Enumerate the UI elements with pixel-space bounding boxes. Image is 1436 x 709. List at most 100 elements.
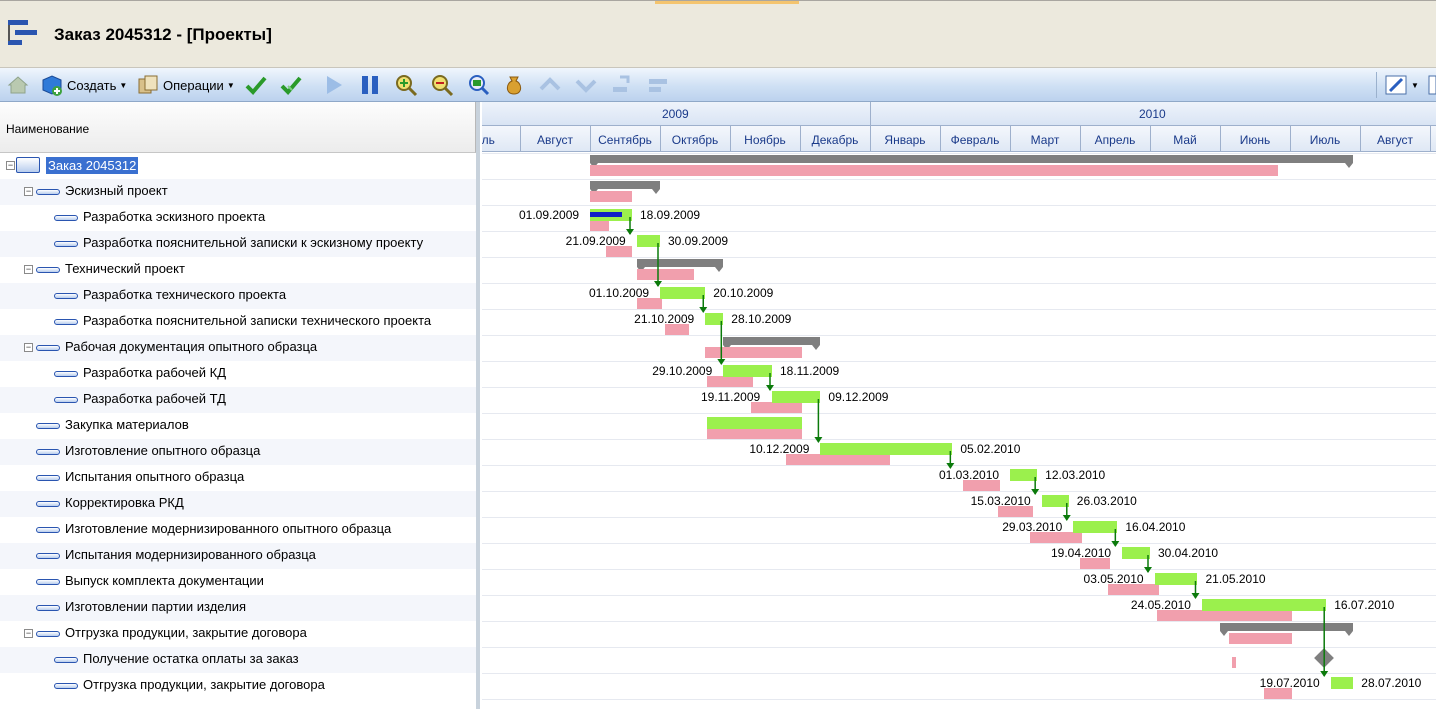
baseline-bar[interactable] bbox=[751, 402, 803, 413]
task-bar[interactable] bbox=[1041, 495, 1069, 507]
settings-button[interactable]: ▼ bbox=[1384, 73, 1419, 97]
year-label: 2010 bbox=[1139, 107, 1166, 121]
gantt-row-divider bbox=[482, 205, 1436, 206]
move-up-button[interactable] bbox=[538, 73, 562, 97]
task-icon bbox=[54, 215, 78, 221]
baseline-bar[interactable] bbox=[705, 347, 803, 358]
task-icon bbox=[36, 501, 60, 507]
tree-row[interactable]: Разработка рабочей КД bbox=[0, 361, 476, 387]
progress-bar[interactable] bbox=[590, 212, 622, 217]
finance-button[interactable] bbox=[502, 73, 526, 97]
collapse-toggle-icon[interactable]: − bbox=[24, 186, 33, 196]
baseline-bar[interactable] bbox=[590, 165, 1279, 176]
task-bar[interactable] bbox=[820, 443, 953, 455]
create-button[interactable]: Создать ▼ bbox=[40, 73, 127, 97]
baseline-bar[interactable] bbox=[1156, 610, 1293, 621]
baseline-bar[interactable] bbox=[590, 191, 632, 202]
summary-bar[interactable] bbox=[1220, 623, 1354, 636]
baseline-bar[interactable] bbox=[1231, 657, 1237, 668]
tree-row[interactable]: Корректировка РКД bbox=[0, 491, 476, 517]
baseline-bar[interactable] bbox=[664, 324, 690, 335]
operations-button[interactable]: Операции ▼ bbox=[136, 73, 235, 97]
dependency-arrowhead bbox=[1144, 567, 1152, 573]
approve-button[interactable] bbox=[244, 73, 268, 97]
baseline-bar[interactable] bbox=[997, 506, 1033, 517]
task-bar[interactable] bbox=[660, 287, 706, 299]
columns-button[interactable] bbox=[1428, 73, 1436, 97]
tree-row[interactable]: Изготовление опытного образца bbox=[0, 439, 476, 465]
move-down-button[interactable] bbox=[574, 73, 598, 97]
baseline-bar[interactable] bbox=[707, 376, 754, 387]
outdent-button[interactable] bbox=[646, 73, 670, 97]
tree-row[interactable]: Изготовление модернизированного опытного… bbox=[0, 517, 476, 543]
collapse-toggle-icon[interactable]: − bbox=[24, 628, 33, 638]
tree-row[interactable]: Разработка эскизного проекта bbox=[0, 205, 476, 231]
task-bar[interactable] bbox=[705, 313, 724, 325]
zoom-fit-button[interactable] bbox=[466, 73, 490, 97]
baseline-bar[interactable] bbox=[1229, 633, 1293, 644]
task-icon bbox=[54, 683, 78, 689]
task-bar[interactable] bbox=[1201, 599, 1327, 611]
baseline-bar[interactable] bbox=[606, 246, 632, 257]
home-button[interactable] bbox=[6, 73, 30, 97]
baseline-bar[interactable] bbox=[1030, 532, 1083, 543]
baseline-bar[interactable] bbox=[786, 454, 891, 465]
task-bar[interactable] bbox=[1154, 573, 1198, 585]
tree-row[interactable]: Выпуск комплекта документации bbox=[0, 569, 476, 595]
approve-all-button[interactable] bbox=[280, 73, 304, 97]
tree-row[interactable]: Испытания опытного образца bbox=[0, 465, 476, 491]
tree-row[interactable]: − Эскизный проект bbox=[0, 179, 476, 205]
task-bar[interactable] bbox=[707, 417, 803, 429]
baseline-bar[interactable] bbox=[636, 298, 663, 309]
indent-button[interactable] bbox=[610, 73, 634, 97]
tree-row[interactable]: Разработка пояснительной записки к эскиз… bbox=[0, 231, 476, 257]
dependency-arrowhead bbox=[1111, 541, 1120, 547]
task-bar[interactable] bbox=[636, 235, 660, 247]
task-icon bbox=[36, 267, 60, 273]
baseline-bar[interactable] bbox=[707, 428, 803, 439]
pause-button[interactable] bbox=[358, 73, 382, 97]
dependency-arrowhead bbox=[1062, 515, 1071, 521]
task-bar[interactable] bbox=[772, 391, 821, 403]
tree-row[interactable]: Испытания модернизированного образца bbox=[0, 543, 476, 569]
start-date-label: 15.03.2010 bbox=[970, 494, 1031, 508]
tree-row-label: Отгрузка продукции, закрытие договора bbox=[65, 625, 307, 640]
baseline-bar[interactable] bbox=[590, 220, 609, 231]
tree-row[interactable]: − Рабочая документация опытного образца bbox=[0, 335, 476, 361]
tree-row[interactable]: − Технический проект bbox=[0, 257, 476, 283]
collapse-toggle-icon[interactable]: − bbox=[6, 160, 15, 170]
tree-row[interactable]: Отгрузка продукции, закрытие договора bbox=[0, 673, 476, 699]
start-date-label: 29.03.2010 bbox=[1002, 520, 1063, 534]
baseline-bar[interactable] bbox=[636, 269, 694, 280]
task-bar[interactable] bbox=[1122, 547, 1150, 559]
task-bar[interactable] bbox=[1073, 521, 1118, 533]
zoom-in-button[interactable] bbox=[394, 73, 418, 97]
tree-row[interactable]: Разработка пояснительной записки техниче… bbox=[0, 309, 476, 335]
task-bar[interactable] bbox=[1010, 469, 1038, 481]
month-label: оль bbox=[482, 133, 495, 147]
gantt-chart: 2009 2010 оль Август Сентябрь Октябрь Ноябрь Д… bbox=[482, 102, 1436, 709]
tree-row[interactable]: Закупка материалов bbox=[0, 413, 476, 439]
tree-row[interactable]: Изготовлении партии изделия bbox=[0, 595, 476, 621]
baseline-bar[interactable] bbox=[962, 480, 1000, 491]
start-button[interactable] bbox=[322, 73, 346, 97]
timescale-months: оль Август Сентябрь Октябрь Ноябрь Декабрь Янв… bbox=[482, 126, 1436, 152]
start-date-label: 10.12.2009 bbox=[749, 442, 810, 456]
task-bar[interactable] bbox=[723, 365, 772, 377]
task-icon bbox=[36, 605, 60, 611]
dependency-arrowhead bbox=[1031, 489, 1040, 495]
tree-row[interactable]: − Отгрузка продукции, закрытие договора bbox=[0, 621, 476, 647]
baseline-bar[interactable] bbox=[1108, 584, 1160, 595]
start-date-label: 19.07.2010 bbox=[1259, 676, 1320, 690]
task-bar[interactable] bbox=[1330, 677, 1354, 689]
baseline-bar[interactable] bbox=[1080, 558, 1111, 569]
collapse-toggle-icon[interactable]: − bbox=[24, 342, 33, 352]
zoom-out-button[interactable] bbox=[430, 73, 454, 97]
baseline-bar[interactable] bbox=[1264, 688, 1293, 699]
tree-row[interactable]: Разработка технического проекта bbox=[0, 283, 476, 309]
tree-row[interactable]: Получение остатка оплаты за заказ bbox=[0, 647, 476, 673]
tree-row[interactable]: − Заказ 2045312 bbox=[0, 153, 476, 179]
collapse-toggle-icon[interactable]: − bbox=[24, 264, 33, 274]
tree-row[interactable]: Разработка рабочей ТД bbox=[0, 387, 476, 413]
column-header-name[interactable]: Наименование bbox=[0, 102, 476, 153]
